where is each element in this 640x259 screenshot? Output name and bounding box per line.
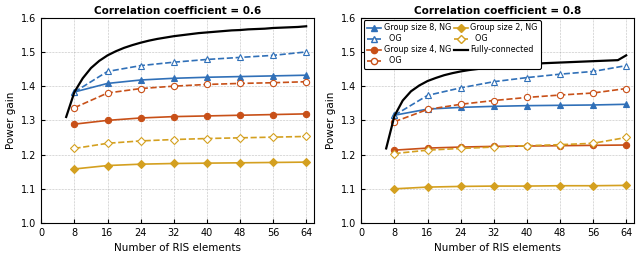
Title: Correlation coefficient = 0.6: Correlation coefficient = 0.6	[94, 5, 262, 16]
Y-axis label: Power gain: Power gain	[326, 92, 335, 149]
Y-axis label: Power gain: Power gain	[6, 92, 15, 149]
X-axis label: Number of RIS elements: Number of RIS elements	[435, 243, 561, 254]
Legend: Group size 8, NG,   OG, Group size 4, NG,   OG, Group size 2, NG,   OG, Fully-co: Group size 8, NG, OG, Group size 4, NG, …	[364, 20, 541, 69]
X-axis label: Number of RIS elements: Number of RIS elements	[115, 243, 241, 254]
Title: Correlation coefficient = 0.8: Correlation coefficient = 0.8	[414, 5, 582, 16]
